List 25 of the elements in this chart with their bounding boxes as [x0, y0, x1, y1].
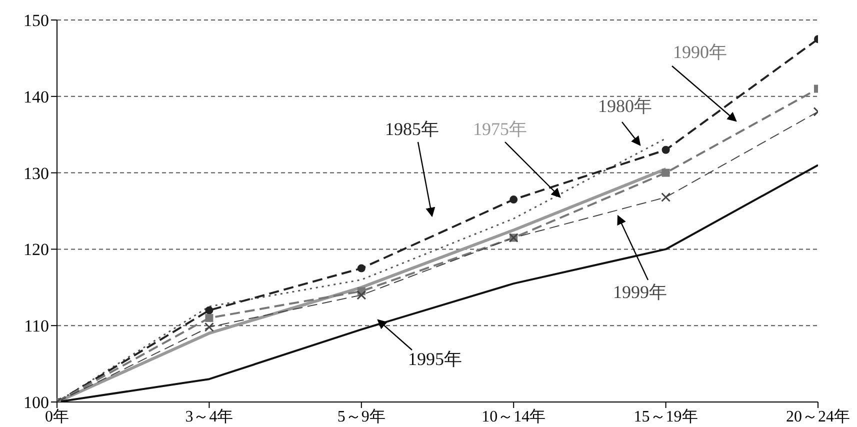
y-tick-label: 130 — [24, 164, 49, 183]
text: 1990年 — [673, 42, 727, 62]
text: 1975年 — [473, 119, 527, 139]
x-tick-label: 5～9年 — [337, 408, 386, 426]
point — [357, 264, 366, 272]
point — [662, 146, 670, 154]
y-tick-label: 110 — [24, 316, 49, 336]
y-tick-label: 120 — [24, 240, 49, 260]
series-label: 1980年 — [598, 96, 652, 116]
point — [204, 322, 214, 332]
point — [205, 306, 214, 314]
x-tick-label: 20～24年 — [786, 408, 850, 426]
series-label: 1995年 — [408, 349, 462, 369]
point — [205, 314, 214, 322]
text: 1985年 — [385, 119, 439, 139]
y-tick-label: 150 — [24, 11, 49, 30]
point — [661, 192, 671, 202]
y-tick-label: 140 — [24, 87, 49, 106]
text: 1999年 — [613, 282, 667, 302]
x-tick-label: 3～4年 — [185, 408, 234, 426]
x-tick-label: 15～19年 — [634, 408, 698, 426]
point — [662, 168, 670, 177]
point — [356, 290, 366, 300]
point — [510, 196, 518, 204]
x-tick-label: 10～14年 — [482, 408, 546, 426]
